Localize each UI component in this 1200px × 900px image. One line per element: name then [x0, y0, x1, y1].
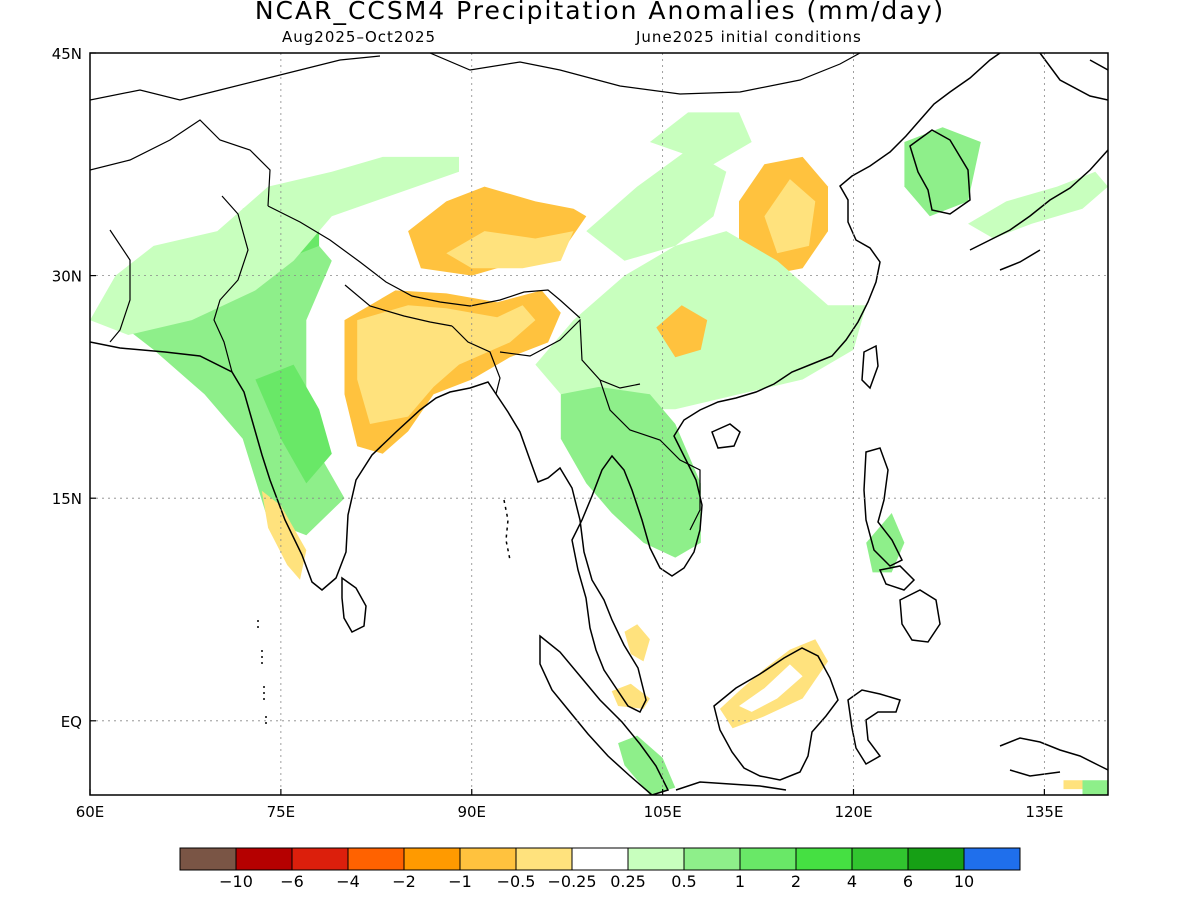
border-thailand-laos	[599, 379, 701, 531]
map-frame	[89, 52, 1109, 796]
lon-label: 120E	[834, 803, 872, 821]
map-axis-labels: 60E 75E 90E 105E 120E 135E 45N 30N 15N EQ	[52, 45, 1064, 821]
chart-title: NCAR_CCSM4 Precipitation Anomalies (mm/d…	[254, 0, 946, 25]
coastline-hokkaido	[1039, 53, 1108, 101]
colorbar-swatch	[235, 847, 293, 871]
colorbar-label: 0.5	[671, 872, 696, 891]
colorbar-swatch	[907, 847, 965, 871]
anomaly-region-tibet-dry-core	[446, 231, 574, 269]
anomaly-region-central-china-wet	[586, 149, 727, 261]
lon-label: 135E	[1025, 803, 1063, 821]
coastline-taiwan	[861, 344, 879, 390]
border-china-mongolia	[429, 53, 861, 95]
colorbar-label: 0.25	[610, 872, 646, 891]
colorbar-swatch	[739, 847, 797, 871]
anomaly-region-srilanka-dry	[342, 609, 355, 628]
lat-label: EQ	[61, 713, 82, 731]
border-himalaya	[267, 205, 581, 319]
colorbar-swatch	[795, 847, 853, 871]
coastline-maldives	[257, 620, 267, 728]
coastline-sumatra	[539, 634, 670, 795]
coastline-new-guinea	[999, 737, 1108, 777]
colorbar-label: −10	[219, 872, 253, 891]
colorbar-label: −6	[280, 872, 304, 891]
colorbar-swatch	[459, 847, 517, 871]
coastline-andaman	[503, 499, 511, 561]
anomaly-region-indochina-wet	[560, 386, 701, 558]
coastline-hainan	[711, 423, 741, 449]
forecast-period: Aug2025–Oct2025	[282, 28, 437, 46]
lat-label: 30N	[52, 268, 82, 286]
anomaly-region-india-wet-core	[255, 364, 332, 484]
anomaly-region-seasia-east-wet	[1082, 780, 1108, 795]
lon-label: 75E	[267, 803, 296, 821]
colorbar-label: 4	[847, 872, 857, 891]
anomaly-region-sw-india-dry	[261, 490, 307, 580]
colorbar-swatch	[347, 847, 405, 871]
coastline-japan	[969, 149, 1108, 271]
colorbar-swatch	[403, 847, 461, 871]
colorbar-label: 1	[735, 872, 745, 891]
coastline-java	[675, 781, 787, 791]
colorbar-label: 10	[954, 872, 974, 891]
colorbar: −10 −6 −4 −2 −1 −0.5 −0.25 0.25 0.5 1 2 4 6 10	[179, 847, 1021, 891]
anomaly-region-south-china-dry-pocket	[656, 305, 708, 358]
border-afghanistan	[90, 119, 271, 207]
border-bangladesh	[451, 325, 501, 395]
anomaly-region-philippines-wet	[866, 513, 905, 573]
anomaly-region-new-guinea-dry-e	[1063, 780, 1083, 790]
anomaly-region-new-guinea-dry	[1025, 747, 1036, 766]
coastline-visayas	[878, 565, 916, 591]
colorbar-swatch	[571, 847, 629, 871]
anomaly-region-japan-wet	[968, 171, 1108, 239]
colorbar-swatch	[683, 847, 741, 871]
colorbar-swatch	[179, 847, 237, 871]
colorbar-label: 6	[903, 872, 913, 891]
lon-label: 90E	[457, 803, 486, 821]
colorbar-swatch	[515, 847, 573, 871]
colorbar-swatch	[963, 847, 1021, 871]
colorbar-label: −1	[448, 872, 472, 891]
anomaly-region-north-china-dry-core	[764, 179, 816, 254]
anomaly-region-malaysia-dry-pocket	[624, 624, 650, 662]
anomaly-region-malaysia-dry	[611, 683, 650, 709]
colorbar-label: −0.25	[547, 872, 596, 891]
border-iran-pakistan	[109, 229, 131, 343]
coastline-sulawesi	[847, 689, 901, 766]
lon-label: 105E	[644, 803, 682, 821]
coastline-korea	[909, 129, 971, 215]
lon-label: 60E	[76, 803, 105, 821]
colorbar-swatch	[291, 847, 349, 871]
coastline-sri-lanka	[341, 576, 367, 633]
border-myanmar	[499, 318, 641, 389]
anomaly-region-sumatra-wet	[618, 735, 676, 795]
colorbar-label: −0.5	[497, 872, 536, 891]
initial-conditions: June2025 initial conditions	[636, 28, 862, 46]
graticule	[90, 53, 1108, 795]
colorbar-label: 2	[791, 872, 801, 891]
anomaly-region-borneo-dry-core	[739, 664, 803, 712]
anomaly-region-korea-wet	[904, 127, 981, 217]
anomaly-region-pakistan-light-wet	[90, 156, 459, 335]
anomaly-region-gangetic-dry-core	[357, 305, 536, 424]
colorbar-swatch	[627, 847, 685, 871]
border-central-asia	[90, 55, 381, 101]
coastline-luzon	[863, 447, 904, 567]
colorbar-label: −4	[336, 872, 360, 891]
border-pakistan-india	[213, 195, 249, 373]
colorbar-label: −2	[392, 872, 416, 891]
lat-label: 15N	[52, 490, 82, 508]
coastline-mindanao	[899, 589, 941, 643]
anomaly-region-mongolia-wet	[649, 112, 752, 165]
colorbar-swatch	[851, 847, 909, 871]
coastline-borneo	[713, 647, 839, 781]
precipitation-anomaly-layer	[90, 112, 1108, 795]
lat-label: 45N	[52, 45, 82, 63]
border-nepal	[344, 284, 453, 327]
